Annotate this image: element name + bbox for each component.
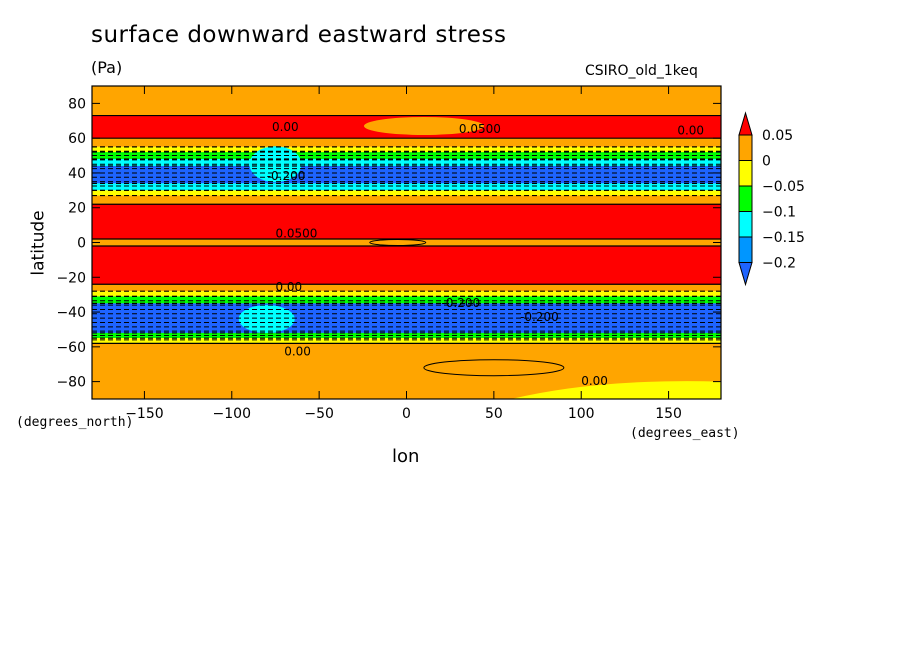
y-tick-label: 80 (68, 96, 86, 112)
contour-label: 0.00 (677, 124, 704, 138)
x-tick-label: −50 (304, 406, 334, 422)
y-tick-label: −40 (56, 305, 86, 321)
x-tick-label: −100 (213, 406, 251, 422)
band (92, 338, 721, 344)
x-axis-units: (degrees_east) (630, 426, 740, 441)
band (92, 195, 721, 205)
axes: −150 −100 −50 0 50 100 150 −80 −60 −40 −20 0 20 40 60 8… (56, 86, 721, 422)
colorbar-label: −0.15 (762, 230, 805, 246)
contour-line (423, 359, 565, 377)
colorbar-label: −0.05 (762, 179, 805, 195)
colorbar-label: 0 (762, 154, 771, 170)
band (92, 138, 721, 147)
colorbar-segment (738, 236, 753, 263)
band (92, 183, 721, 191)
x-tick-label: 0 (402, 406, 411, 422)
y-tick-label: 0 (77, 236, 86, 252)
band (92, 165, 721, 184)
band (92, 296, 721, 304)
chart-units: (Pa) (91, 58, 123, 77)
x-axis-label: lon (392, 446, 420, 467)
y-tick-label: 60 (68, 131, 86, 147)
colorbar-segment (738, 211, 753, 238)
band (92, 284, 721, 292)
contour-labels: 0.0500 0.00 -0.200 0.00 0.0500 0.00 -0.200 -0.2… (267, 120, 704, 388)
band (92, 146, 721, 153)
contour-label: -0.200 (441, 296, 480, 310)
model-name: CSIRO_old_1keq (585, 63, 698, 79)
contour-label: 0.0500 (275, 226, 317, 240)
contour-label: -0.200 (267, 169, 306, 183)
band (92, 239, 721, 246)
colorbar-cap-bottom (738, 262, 753, 287)
colorbar-label: −0.2 (762, 256, 796, 272)
colorbar-cap-top (738, 111, 753, 136)
colorbar-segment (738, 160, 753, 187)
y-tick-label: −20 (56, 270, 86, 286)
colorbar-label: 0.05 (762, 128, 793, 144)
colorbar-segment (738, 185, 753, 212)
y-tick-label: 20 (68, 201, 86, 217)
colorbar-segment (738, 134, 753, 161)
band-feature (363, 116, 484, 135)
colorbar: 0.05 0 −0.05 −0.1 −0.15 −0.2 (738, 111, 805, 287)
contour-label: 0.00 (275, 280, 302, 294)
contour-label: 0.0500 (459, 122, 501, 136)
band (92, 291, 721, 297)
band (92, 204, 721, 240)
band (92, 190, 721, 196)
x-tick-label: −150 (125, 406, 163, 422)
band (92, 245, 721, 285)
band (92, 159, 721, 166)
y-axis-units: (degrees_north) (16, 415, 134, 430)
x-tick-label: 100 (568, 406, 595, 422)
colorbar-label: −0.1 (762, 205, 796, 221)
contour-label: 0.00 (272, 120, 299, 134)
contour-field (92, 86, 721, 399)
band-feature (238, 305, 295, 334)
x-tick-label: 50 (485, 406, 503, 422)
y-tick-label: −60 (56, 340, 86, 356)
y-tick-label: 40 (68, 166, 86, 182)
contour-line (369, 239, 427, 246)
contour-label: -0.200 (520, 310, 559, 324)
contour-label: 0.00 (284, 345, 311, 359)
x-tick-label: 150 (655, 406, 682, 422)
y-tick-label: −80 (56, 375, 86, 391)
chart-title: surface downward eastward stress (91, 22, 507, 48)
contour-label: 0.00 (581, 374, 608, 388)
contour-lines (92, 114, 721, 377)
